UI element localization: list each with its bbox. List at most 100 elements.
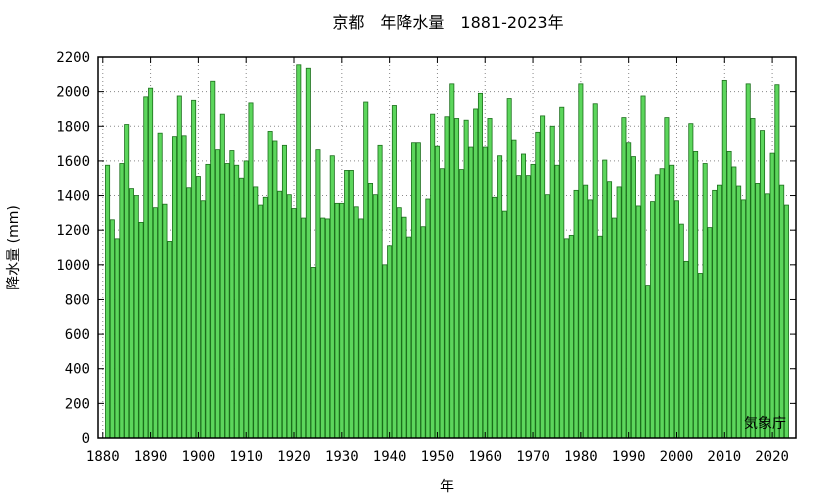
bar-1943 [401,216,407,439]
bar-1966 [511,139,517,439]
bar-1948 [425,198,431,439]
bar-1899 [191,99,197,439]
bar-1923 [305,67,311,439]
bar-1957 [468,146,474,439]
bar-1881 [105,164,111,439]
x-tick-label: 1890 [134,449,168,465]
bar-1937 [372,194,378,439]
bar-2020 [769,152,775,439]
bar-1903 [210,80,216,439]
bar-1916 [272,140,278,439]
bar-1956 [463,119,469,439]
bar-2016 [750,118,756,439]
bar-1973 [544,194,550,439]
bar-1930 [339,202,345,439]
bar-1901 [200,200,206,439]
bar-2022 [779,184,785,439]
y-tick-label: 2200 [56,50,90,66]
bar-1908 [234,164,240,439]
bar-1991 [630,156,636,439]
bar-1969 [525,175,531,439]
bar-1977 [564,238,570,439]
bar-1980 [578,83,584,439]
bar-1963 [497,155,503,439]
bar-1961 [487,118,493,439]
bar-2010 [721,79,727,439]
bar-1927 [324,218,330,439]
x-tick-label: 2020 [755,449,789,465]
bar-1929 [334,202,340,439]
bar-2013 [736,185,742,439]
bar-1955 [458,169,464,439]
bar-1959 [477,92,483,439]
bar-1941 [391,105,397,439]
x-tick-label: 1910 [229,449,263,465]
bar-1974 [549,125,555,439]
x-tick-label: 1920 [277,449,311,465]
bar-1944 [406,236,412,439]
bar-2014 [740,199,746,439]
bar-1910 [243,160,249,439]
bar-1939 [382,264,388,439]
bar-1889 [143,96,149,439]
bar-1894 [167,241,173,439]
bar-1904 [215,149,221,439]
y-tick-label: 2000 [56,85,90,101]
bar-2008 [712,189,718,439]
bar-1887 [133,195,139,439]
bar-1933 [353,206,359,439]
bar-1983 [592,103,598,439]
bar-1912 [253,186,259,439]
bar-1996 [654,174,660,439]
source-label: 気象庁 [744,416,786,432]
x-tick-label: 1900 [182,449,216,465]
y-tick-label: 1200 [56,223,90,239]
bar-1884 [119,163,125,439]
x-tick-label: 1880 [86,449,120,465]
bar-1898 [186,187,192,439]
bar-2004 [693,150,699,439]
y-tick-label: 1400 [56,189,90,205]
y-tick-label: 0 [82,431,90,447]
bar-1968 [520,153,527,439]
bar-1982 [587,199,593,439]
bar-1896 [176,95,182,439]
bar-1920 [291,208,297,439]
bar-2002 [683,260,689,439]
x-tick-label: 1950 [421,449,455,465]
bar-2011 [726,150,732,439]
x-tick-label: 2000 [660,449,694,465]
bar-1965 [506,98,512,439]
y-tick-label: 1600 [56,154,90,170]
bar-1940 [387,245,393,439]
bar-1911 [248,102,254,439]
bar-1918 [281,144,287,439]
bar-1931 [344,170,350,439]
bar-2018 [760,130,766,439]
bar-1906 [224,163,230,439]
bar-1998 [664,117,670,439]
bar-1972 [540,115,546,439]
bar-2023 [783,204,789,439]
y-axis-label: 降水量 (mm) [6,205,22,290]
bar-1946 [415,142,421,439]
bar-1883 [114,238,120,439]
bar-1949 [430,113,436,439]
bar-1967 [516,175,522,439]
bar-1907 [229,150,235,439]
y-tick-label: 400 [65,362,90,378]
bar-1947 [420,226,426,439]
x-tick-label: 2010 [707,449,741,465]
bar-1897 [181,135,187,439]
bar-2012 [731,166,737,439]
bar-1989 [621,117,627,439]
bar-1921 [296,64,302,439]
x-tick-label: 1960 [468,449,502,465]
bar-1942 [396,207,402,439]
bar-1891 [152,207,158,439]
bar-1953 [449,83,455,439]
bar-1984 [597,235,603,439]
bar-1990 [626,142,632,439]
bar-1962 [492,196,498,439]
